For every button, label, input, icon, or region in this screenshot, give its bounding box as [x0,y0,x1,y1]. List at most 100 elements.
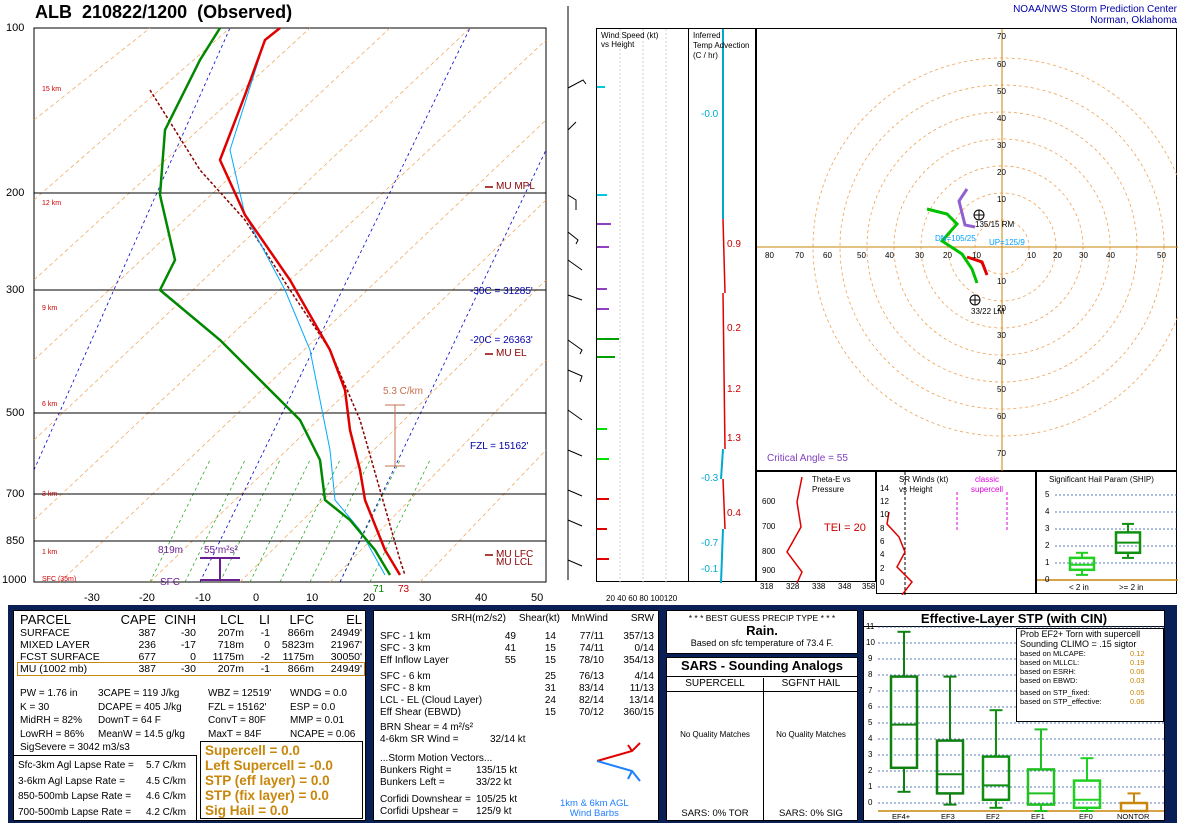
kin-cell: 14 [544,631,556,642]
height-label: 3 km [42,491,58,498]
parcel-cell: 21967' [330,639,362,651]
parcel-table: PARCEL CAPE CINH LCL LI LFC EL SURFACE 38… [17,612,365,676]
parcel-cell: SURFACE [20,627,70,639]
stp-ytick: 5 [868,718,873,727]
temp-adv-value: 0.9 [727,239,741,250]
temp-axis-label: 50 [531,592,544,604]
storm-motions: Bunkers Right = 135/15 kt Bunkers Left = 3… [380,765,517,817]
motion-row: Corfidi Upshear = 125/9 kt [380,806,517,818]
prob-value: 0.05 [1130,688,1145,697]
temp-adv-value: -0.0 [701,109,719,120]
stp-ytick: 3 [868,750,873,759]
kin-cell: 78/10 [578,655,604,666]
parcel-cell: 387 [138,663,156,675]
stp-box: Effective-Layer STP (with CIN) 11 10 9 8… [863,610,1165,821]
kin-cell: 31 [544,683,556,694]
hodo-ring-label: 50 [997,385,1006,394]
sars-col2: SGFNT HAIL [781,678,841,689]
critical-angle-label: Critical Angle = 55 [767,453,848,464]
sounding-datetime: 210822/1200 [82,2,188,22]
kin-cell: 0/14 [634,643,654,654]
wind-speed-title: Wind Speed (kt) vs Height [601,31,658,49]
hodo-axis-label: 40 [1106,251,1115,260]
stp-category: NONTOR [1117,812,1150,821]
sr-wind-row: 4-6km SR Wind = 32/14 kt [380,734,526,745]
eff-depth-label: 819m [158,545,184,556]
theta-e-xtick: 348 [838,582,852,591]
parcel-cell: MU (1002 mb) [20,663,88,675]
prob-title-1: Prob EF2+ Torn with supercell [1020,629,1141,639]
wind-speed-grid [597,29,667,583]
height-label: 9 km [42,305,58,312]
precip-box: * * * BEST GUESS PRECIP TYPE * * * Rain.… [666,610,858,654]
kin-header: SRH(m2/s2) [450,613,506,624]
parcel-row-selected[interactable]: MU (1002 mb) 387 -30 207m -1 866m 24949' [17,662,365,676]
prob-row: based on MLCAPE: 0.12 [1017,649,1163,658]
thermo-params: PW = 1.76 in 3CAPE = 119 J/kg WBZ = 12519'… [20,687,365,755]
hodo-rm-label: 135/15 RM [975,220,1015,229]
stp-ytick: 2 [868,766,873,775]
composite-params: Supercell = 0.0 Left Supercell = -0.0 ST… [200,741,363,819]
kin-cell: 70/12 [578,707,604,718]
stp-prob-box: Prob EF2+ Torn with supercell Sounding C… [1016,628,1164,722]
sr-winds-ytick: 10 [880,510,889,519]
hodo-trace-red [966,255,989,276]
motion-label: Corfidi Upshear = [380,805,459,817]
temp-adv-value: 0.4 [727,508,741,519]
parcel-cell: 24949' [330,627,362,639]
brn-shear: BRN Shear = 4 m²/s² [380,722,474,733]
pressure-label: 1000 [2,574,27,586]
parcel-header: LI [259,612,270,627]
sr-winds-title-line2: vs Height [899,485,933,494]
mu-el-label: MU EL [496,348,527,359]
parcel-cell: 1175m [282,651,314,663]
ship-chart [1037,494,1178,581]
stp-ytick: 9 [868,654,873,663]
param: DownT = 64 F [98,715,161,726]
classic-supercell-label: classic supercell [971,475,1003,495]
theta-e-ytick: 800 [762,547,776,556]
lapse-value: 5.7 C/km [146,760,187,771]
hodo-ring-label: 10 [997,195,1006,204]
lapse-label: 700-500mb Lapse Rate = [18,806,132,818]
dewpoint-trace [158,27,392,576]
hodo-axis-label: 40 [885,251,894,260]
agl-barb-label: 1km & 6km AGL Wind Barbs [560,799,629,819]
sfc-dewpoint-label: 71 [373,584,385,595]
sars-col1: SUPERCELL [685,678,745,689]
parcel-row[interactable]: FCST SURFACE 677 0 1175m -2 1175m 30050' [18,651,364,663]
prob-row: based on STP_effective: 0.06 [1017,697,1163,706]
param: DCAPE = 405 J/kg [98,701,182,713]
skewt-panel [33,27,547,583]
kin-row: SFC - 6 km 25 76/13 4/14 [380,671,654,683]
hodograph-svg [757,29,1178,472]
param: K = 30 [20,701,50,713]
prob-value: 0.06 [1130,667,1145,676]
hodograph-panel: 80 70 60 50 40 30 20 10 10 20 30 40 50 7… [756,28,1178,472]
parcel-row[interactable]: MIXED LAYER 236 -17 718m 0 5823m 21967' [18,639,364,651]
hodo-ring-label: 10 [997,277,1006,286]
parcel-row[interactable]: SURFACE 387 -30 207m -1 866m 24949' [18,627,364,639]
hodo-trace-green [926,207,979,284]
hodo-ring-label: 40 [997,358,1006,367]
parcel-cell: 0 [190,651,196,663]
ship-xlabel: >= 2 in [1119,583,1144,592]
kin-cell: 76/13 [578,671,604,682]
hodo-axis-label: 50 [1157,251,1166,260]
kin-row: Eff Shear (EBWD) 15 70/12 360/15 [380,707,654,719]
sr-winds-panel: SR Winds (kt) vs Height classic supercel… [876,471,1036,595]
prob-row: based on STP_fixed: 0.05 [1017,688,1163,697]
classic-label: classic [975,475,1000,484]
sfc-label: SFC [160,577,180,588]
sig-severe: SigSevere = 3042 m3/s3 [20,742,130,753]
parcel-header: PARCEL [20,612,72,627]
ship-ytick: 1 [1045,558,1050,567]
theta-e-ytick: 600 [762,497,776,506]
sars-foot-2: SARS: 0% SIG [779,808,843,819]
sfc-temp-label: 73 [398,584,410,595]
isobar-lines [34,192,546,542]
sr-winds-ytick: 2 [880,564,885,573]
eff-inflow-bar [200,557,240,581]
temp-axis-label: 40 [475,592,488,604]
sr-winds-title: SR Winds (kt) vs Height [899,475,948,495]
